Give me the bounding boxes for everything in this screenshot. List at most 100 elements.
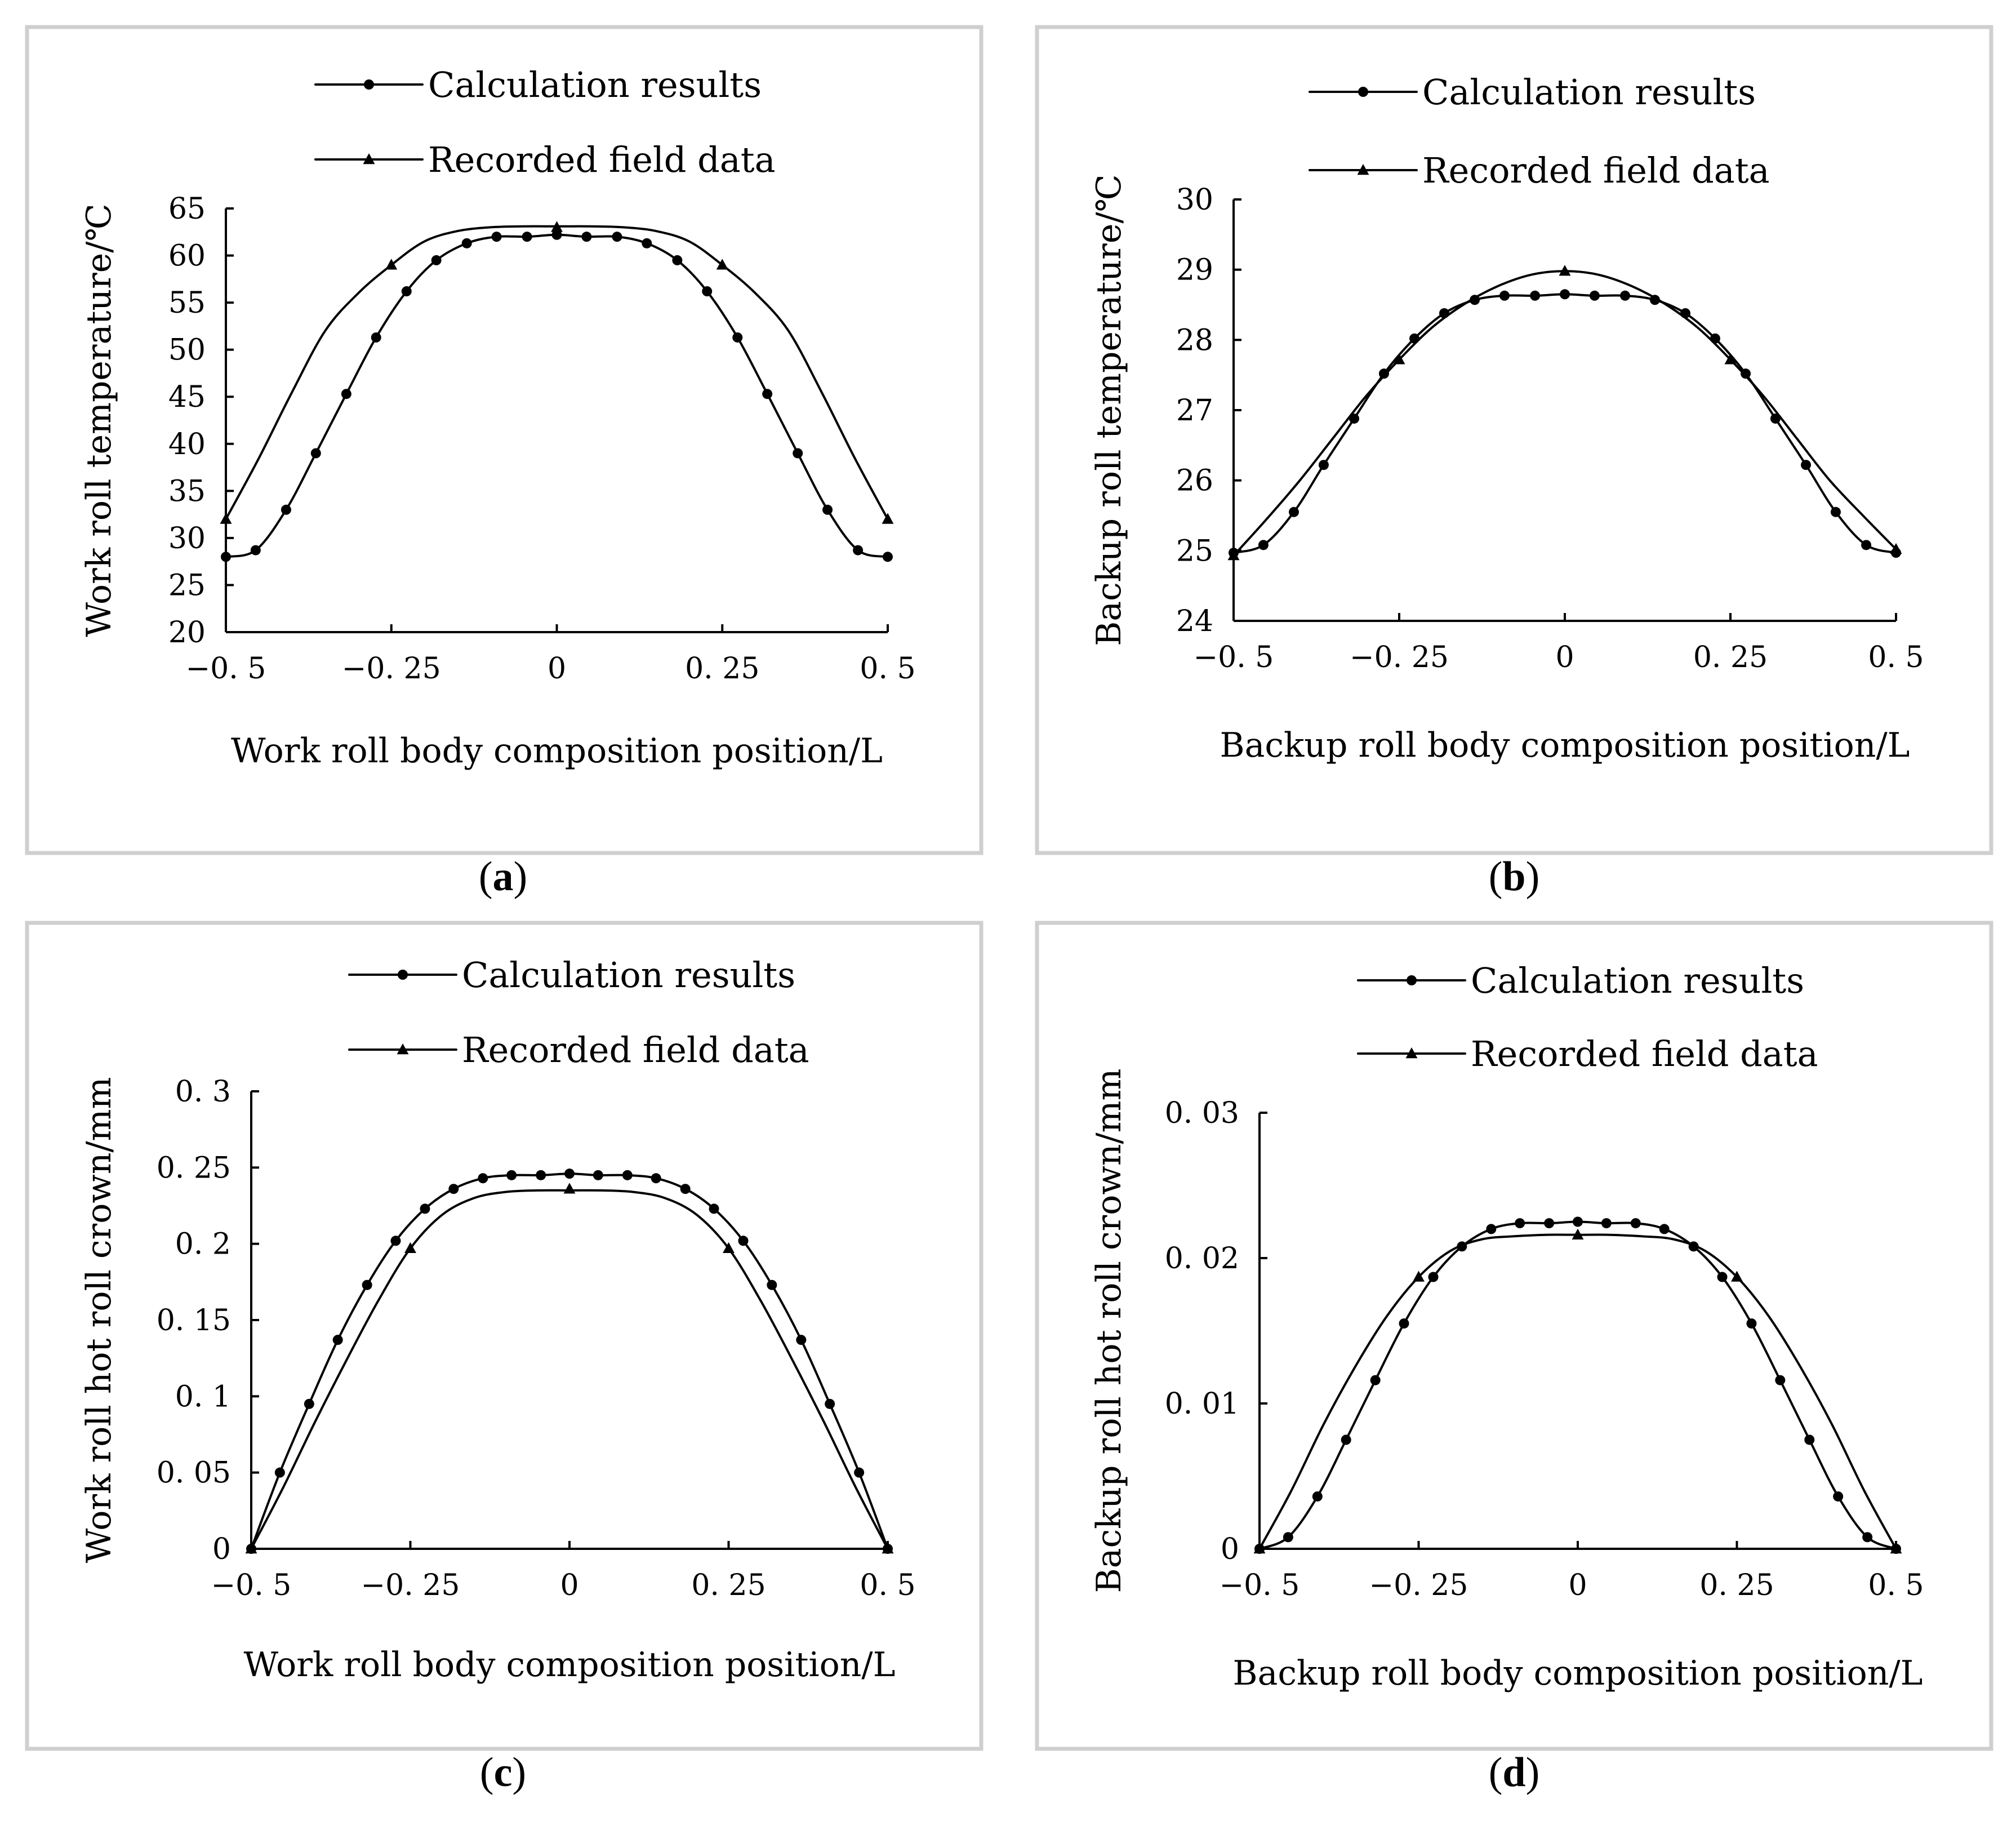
data-point-circle [1399,1318,1409,1329]
y-tick-label: 25 [168,568,206,602]
x-tick-label: 0. 5 [1868,1569,1924,1602]
data-point-circle [448,1184,459,1194]
y-tick-label: 24 [1176,605,1213,638]
y-tick-label: 29 [1176,254,1213,287]
data-point-circle [1370,1375,1381,1385]
data-point-circle [420,1203,430,1214]
data-point-circle [1378,368,1389,379]
data-point-triangle [245,1543,257,1554]
data-point-circle [680,1184,691,1194]
y-tick-label: 30 [1176,183,1213,217]
x-axis-label: Work roll body composition position/L [231,731,883,771]
chart-panel-b: 24 25 26 27 28 29 30 −0. 5 −0. 25 0 0. 25 0. 5 Backu… [1035,25,1993,900]
data-point-triangle [404,1242,416,1254]
data-point-circle [709,1203,719,1214]
data-point-circle [1573,1216,1583,1227]
data-point-circle [1530,290,1541,301]
y-tick-label: 60 [168,239,206,273]
legend-label: Calculation results [462,954,795,996]
series-calculation-results [1229,289,1901,558]
y-tick-label: 40 [168,428,206,461]
y-tick-label: 0. 02 [1165,1242,1239,1276]
data-point-circle [506,1170,517,1180]
data-point-circle [732,332,743,343]
x-tick-label: −0. 25 [361,1569,460,1602]
data-point-circle [1746,1318,1757,1329]
x-tick-label: −0. 5 [186,652,266,686]
data-point-circle [362,1279,372,1290]
data-point-circle [1770,413,1781,424]
data-point-circle [825,1398,835,1409]
x-tick-label: −0. 25 [1369,1569,1468,1602]
y-axis-label: Work roll hot roll crown/mm [79,1077,119,1563]
data-point-circle [1486,1224,1497,1234]
data-point-circle [332,1335,343,1345]
legend-label: Recorded field data [1422,150,1770,191]
x-tick-label: −0. 5 [1194,641,1274,674]
caption-letter: a [493,854,514,900]
data-point-circle [853,545,864,556]
series-calculation-results [1254,1216,1901,1554]
legend: Calculation results Recorded field data [348,954,809,1070]
data-point-triangle [1227,549,1240,561]
y-axis-label: Backup roll hot roll crown/mm [1089,1069,1129,1593]
data-point-circle [762,389,773,399]
x-tick-label: 0 [1555,641,1574,674]
x-tick-label: −0. 5 [211,1569,292,1602]
series-recorded-field-data [1253,1228,1902,1554]
panel-frame [25,25,983,855]
data-point-circle [461,238,472,248]
data-point-triangle [220,513,232,524]
data-point-triangle [1731,1270,1743,1282]
data-point-circle [1601,1218,1612,1229]
x-tick-label: 0. 25 [685,652,759,686]
series-calculation-results [246,1169,893,1554]
x-axis-label: Backup roll body composition position/L [1220,726,1910,765]
panel-caption: (c) [480,1749,526,1796]
data-point-circle [1717,1272,1728,1282]
x-axis-label: Backup roll body composition position/L [1232,1654,1922,1693]
y-tick-label: 30 [168,522,206,556]
legend-marker-circle [1407,975,1417,985]
data-point-circle [1283,1532,1293,1543]
data-point-circle [1258,540,1269,550]
data-point-triangle [1413,1270,1425,1282]
y-tick-label: 25 [1176,534,1213,568]
legend-marker-circle [398,970,408,980]
data-point-circle [1862,1532,1873,1543]
data-point-circle [822,504,833,515]
caption-letter: c [494,1749,513,1796]
data-point-circle [522,232,532,242]
chart-panel-a: 20 25 30 35 40 45 50 55 60 65 −0. 5 −0. 25 0 0. 25 0. … [25,25,983,900]
data-point-circle [401,286,412,297]
y-axis-label: Work roll temperature/℃ [79,203,119,637]
data-point-circle [1801,460,1812,470]
data-point-circle [250,545,261,556]
data-point-triangle [1253,1543,1266,1554]
data-point-circle [1775,1375,1786,1385]
data-point-circle [612,232,622,242]
panel-caption: (a) [479,854,527,900]
series-recorded-field-data [245,1183,894,1554]
data-point-circle [1312,1491,1323,1502]
y-axis-label: Backup roll temperature/℃ [1089,174,1129,646]
data-point-circle [1830,507,1841,517]
x-tick-label: 0. 5 [860,652,915,686]
data-point-circle [1861,540,1872,550]
x-tick-label: −0. 25 [1350,641,1449,674]
data-point-circle [702,286,713,297]
data-point-circle [310,448,321,459]
data-point-circle [1349,413,1360,424]
data-point-circle [767,1279,777,1290]
data-point-triangle [1393,353,1405,365]
y-tick-label: 45 [168,380,206,414]
data-point-circle [793,448,803,459]
panel-caption: (d) [1489,1749,1539,1796]
data-point-circle [854,1467,865,1478]
data-point-circle [1428,1272,1439,1282]
legend: Calculation results Recorded field data [314,64,776,180]
y-tick-label: 0. 03 [1165,1096,1239,1130]
data-point-circle [304,1398,314,1409]
data-point-circle [1289,507,1300,517]
data-point-triangle [1890,543,1902,554]
